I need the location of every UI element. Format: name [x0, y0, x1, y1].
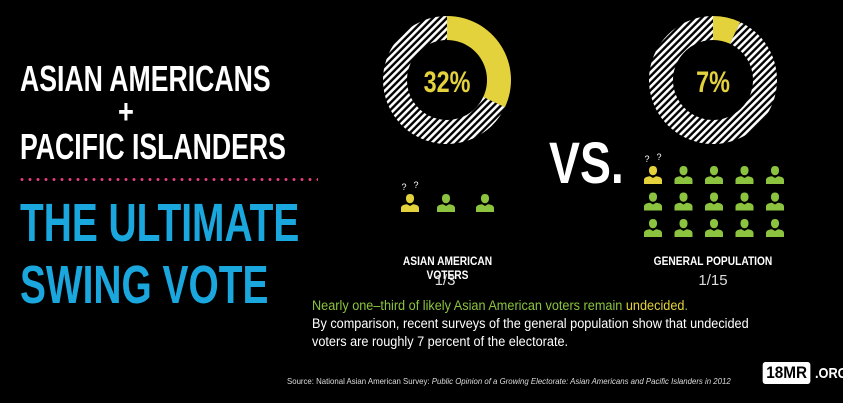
donut-general-population: [649, 16, 777, 144]
fraction-general-population: 1/15: [698, 272, 728, 289]
person-icon: [766, 166, 784, 184]
person-icon: [674, 192, 693, 211]
headline-plus: +: [118, 93, 134, 131]
description-green: Nearly one–third of likely Asian America…: [312, 298, 626, 313]
donut-slice-decided-asian-american: [382, 16, 505, 144]
person-icon: [705, 219, 723, 237]
person-icon: [766, 219, 784, 237]
person-icon: [476, 194, 494, 212]
icon-group-general-population: ??: [644, 152, 784, 237]
person-icon: [437, 194, 455, 212]
question-mark-icon: ?: [413, 180, 418, 190]
person-icon: [674, 166, 693, 184]
person-icon: [705, 166, 723, 184]
question-mark-icon: ?: [401, 182, 406, 192]
vs-label: VS.: [549, 131, 624, 196]
logo-box: 18MR: [762, 362, 811, 384]
person-icon: [735, 166, 754, 184]
dotted-divider: [18, 178, 318, 181]
headline-big2: SWING VOTE: [20, 255, 269, 315]
source-title: Public Opinion of a Growing Electorate: …: [431, 376, 731, 386]
headline-line2: PACIFIC ISLANDERS: [20, 126, 286, 167]
headline-big1: THE ULTIMATE: [20, 193, 300, 253]
person-icon: [735, 219, 754, 237]
person-icon: [766, 192, 784, 211]
chart-label-asian-american: ASIAN AMERICAN VOTERS: [402, 254, 493, 282]
person-icon-undecided: [401, 194, 419, 212]
person-icon: [674, 219, 693, 237]
question-mark-icon: ?: [656, 152, 661, 162]
source-prefix: Source: National Asian American Survey:: [287, 376, 432, 386]
logo-suffix: .ORG: [815, 364, 843, 382]
donut-slice-decided-general-population: [649, 16, 777, 144]
person-icon: [644, 219, 662, 237]
question-mark-icon: ?: [644, 154, 649, 164]
description-period: .: [684, 298, 688, 313]
donut-value-general-population: 7%: [696, 65, 730, 98]
chart-label-general-population: GENERAL POPULATION: [653, 254, 773, 268]
description-comparison: By comparison, recent surveys of the gen…: [312, 316, 749, 349]
donut-value-asian-american: 32%: [424, 65, 471, 98]
person-icon: [644, 192, 662, 211]
fraction-asian-american: 1/3: [434, 272, 456, 289]
headline-line1: ASIAN AMERICANS: [20, 58, 271, 99]
donut-asian-american: [382, 16, 512, 144]
person-icon-undecided: [644, 166, 662, 184]
person-icon: [705, 192, 723, 211]
donut-slice-undecided-asian-american: [447, 16, 512, 108]
description: Nearly one–third of likely Asian America…: [312, 297, 763, 351]
icon-group-asian-american: ??: [401, 180, 494, 212]
description-undecided: undecided: [625, 298, 685, 313]
source-citation: Source: National Asian American Survey: …: [287, 376, 731, 386]
person-icon: [735, 192, 754, 211]
donut-slice-undecided-general-population: [713, 16, 741, 44]
logo: 18MR .ORG: [760, 362, 843, 384]
